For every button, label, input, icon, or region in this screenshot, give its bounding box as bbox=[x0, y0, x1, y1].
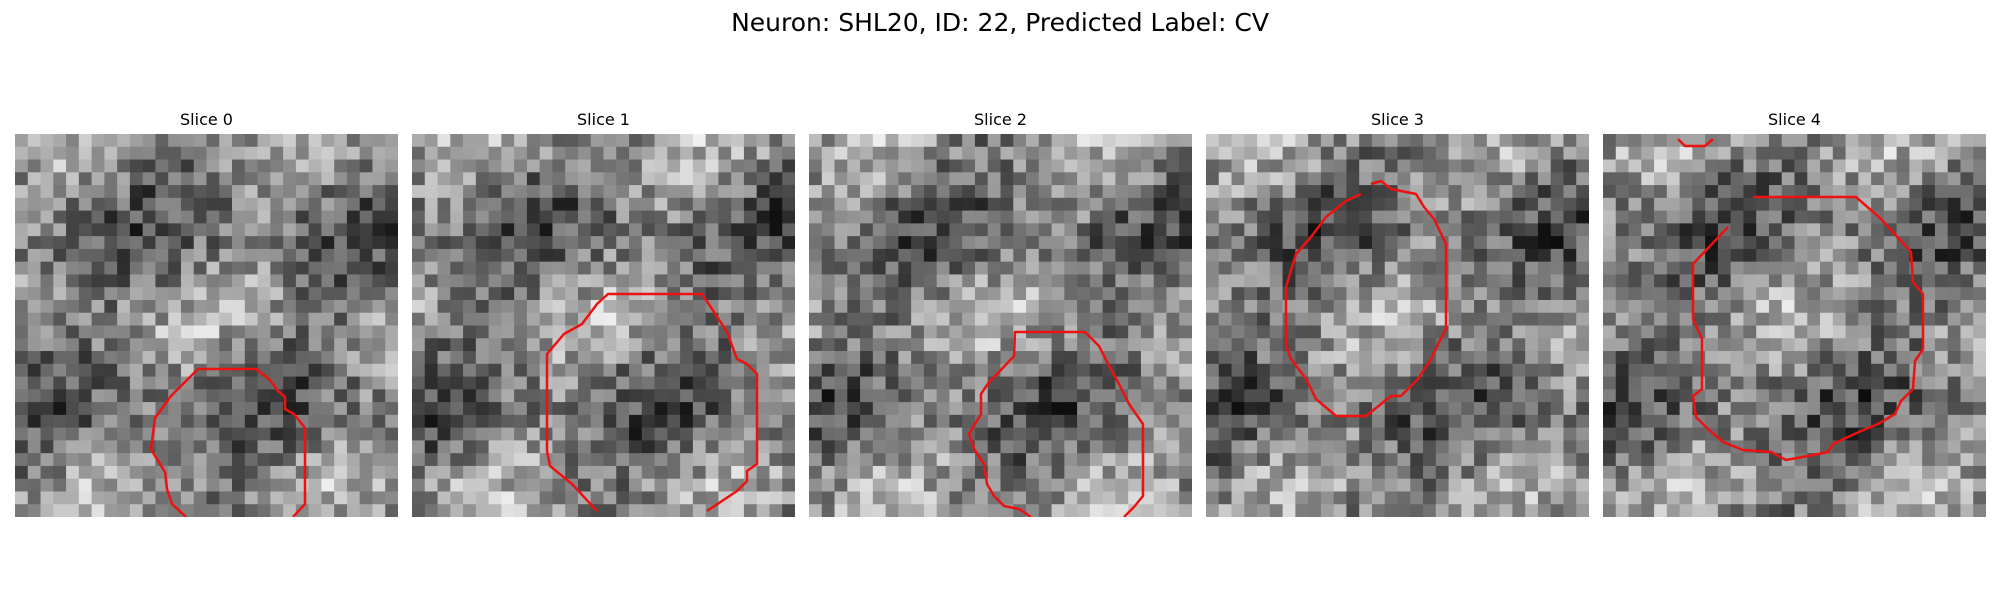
segmentation-contour bbox=[149, 367, 307, 517]
grayscale-micrograph bbox=[1206, 134, 1589, 517]
slice-image-2 bbox=[809, 134, 1192, 517]
grayscale-micrograph bbox=[809, 134, 1192, 517]
slice-title: Slice 2 bbox=[974, 110, 1027, 129]
slice-panel-2: Slice 2 bbox=[809, 110, 1192, 517]
grayscale-micrograph bbox=[412, 134, 795, 517]
slice-panel-0: Slice 0 bbox=[15, 110, 398, 517]
segmentation-contour bbox=[1691, 195, 1925, 462]
slice-title: Slice 4 bbox=[1768, 110, 1821, 129]
segmentation-contour bbox=[1284, 179, 1448, 418]
slice-image-3 bbox=[1206, 134, 1589, 517]
slice-image-0 bbox=[15, 134, 398, 517]
figure-title: Neuron: SHL20, ID: 22, Predicted Label: … bbox=[731, 8, 1269, 37]
slice-panel-3: Slice 3 bbox=[1206, 110, 1589, 517]
slice-panel-1: Slice 1 bbox=[412, 110, 795, 517]
slice-title: Slice 0 bbox=[180, 110, 233, 129]
slice-title: Slice 3 bbox=[1371, 110, 1424, 129]
grayscale-micrograph bbox=[1603, 134, 1986, 517]
slice-title: Slice 1 bbox=[577, 110, 630, 129]
segmentation-contour bbox=[1677, 138, 1714, 148]
slice-image-4 bbox=[1603, 134, 1986, 517]
slice-image-1 bbox=[412, 134, 795, 517]
grayscale-micrograph bbox=[15, 134, 398, 517]
segmentation-contour bbox=[545, 292, 759, 513]
slice-panel-4: Slice 4 bbox=[1603, 110, 1986, 517]
segmentation-contour bbox=[967, 330, 1145, 517]
